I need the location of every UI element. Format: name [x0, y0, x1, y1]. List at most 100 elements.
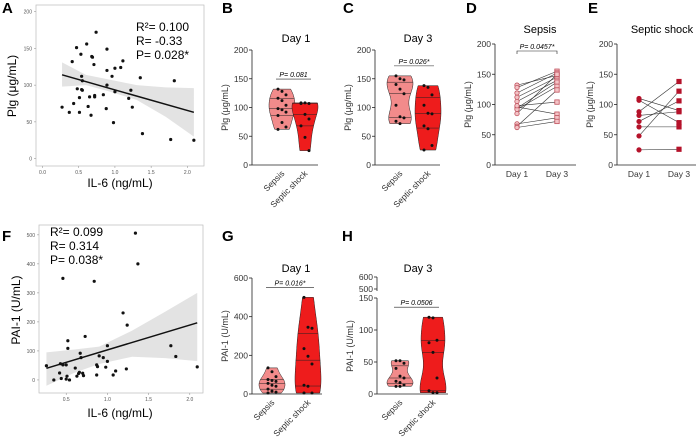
data-point	[299, 101, 303, 105]
y-tick-label: 400	[27, 262, 36, 268]
data-point	[129, 88, 133, 92]
y-tick-label: 50	[482, 130, 492, 140]
data-point	[64, 363, 68, 367]
pair-line	[516, 89, 558, 127]
data-point	[266, 366, 270, 370]
data-point	[435, 376, 439, 380]
data-point	[402, 78, 406, 82]
panel-title: Day 3	[404, 263, 433, 275]
y-tick-label: 0	[29, 157, 32, 163]
data-point	[74, 46, 79, 50]
y-tick-label: 100	[357, 103, 371, 113]
data-point	[114, 369, 118, 373]
data-point	[307, 117, 311, 121]
data-point	[274, 384, 278, 388]
data-point	[303, 135, 307, 139]
data-point	[78, 351, 82, 355]
data-point	[89, 113, 93, 117]
data-point	[67, 378, 72, 382]
data-point	[105, 359, 110, 363]
y-axis-label: PAI-1 (U/mL)	[9, 275, 23, 344]
pair-line	[516, 75, 558, 86]
significance-bar	[516, 50, 558, 54]
y-tick-label: 50	[239, 131, 249, 141]
day1-point	[636, 97, 642, 103]
x-tick-label: 2.0	[184, 170, 191, 176]
data-point	[94, 30, 98, 34]
data-point	[402, 383, 406, 387]
data-point	[398, 359, 402, 363]
data-point	[274, 379, 278, 383]
pair-line	[638, 81, 680, 112]
data-point	[394, 103, 398, 107]
data-point	[65, 374, 69, 378]
plot-border	[38, 224, 204, 394]
data-point	[302, 391, 306, 395]
p-value-label: P= 0.026*	[399, 59, 430, 66]
p-value-label: P= 0.081	[279, 72, 307, 79]
day3-point	[676, 88, 682, 94]
violin-septic-shock	[414, 85, 442, 151]
panel-label: F	[2, 228, 11, 245]
data-point	[87, 95, 92, 99]
day1-point	[514, 84, 520, 91]
panel-label: G	[222, 228, 234, 245]
data-point	[66, 346, 70, 350]
data-point	[394, 74, 398, 78]
data-point	[58, 371, 62, 375]
y-axis-label: Plg (μg/mL)	[343, 84, 353, 131]
pair-line	[516, 86, 558, 110]
y-tick-label: 100	[24, 83, 33, 89]
data-point	[121, 59, 125, 63]
pair-line	[638, 98, 680, 111]
data-point	[192, 138, 196, 142]
data-point	[111, 373, 115, 377]
day1-point	[514, 94, 520, 100]
data-point	[52, 378, 56, 382]
day1-point	[514, 110, 520, 117]
y-tick-label: 50	[26, 120, 32, 126]
y-tick-label: 200	[234, 350, 248, 360]
data-point	[299, 124, 303, 128]
x-axis-label: IL-6 (ng/mL)	[87, 406, 152, 420]
data-point	[75, 87, 79, 91]
data-point	[276, 96, 280, 100]
violin-sepsis	[386, 75, 414, 124]
y-axis-label: Plg (μg/mL)	[585, 81, 595, 128]
data-point	[77, 110, 82, 114]
data-point	[136, 262, 140, 266]
data-point	[422, 84, 426, 88]
data-point	[105, 47, 109, 51]
data-point	[280, 99, 284, 103]
data-point	[398, 384, 402, 388]
y-tick-label: 50	[604, 130, 614, 140]
data-point	[77, 370, 81, 374]
data-point	[110, 74, 114, 78]
data-point	[124, 367, 128, 371]
data-point	[306, 354, 310, 358]
stat-annotation: R²= 0.100	[136, 20, 189, 34]
data-point	[86, 104, 90, 109]
y-axis-label: Plg (μg/mL)	[463, 81, 473, 128]
data-point	[83, 334, 87, 339]
data-point	[75, 374, 79, 378]
confidence-band	[46, 292, 198, 386]
data-point	[101, 356, 105, 360]
data-point	[67, 110, 71, 114]
data-point	[60, 105, 64, 109]
data-point	[95, 373, 99, 377]
data-point	[61, 276, 65, 280]
data-point	[402, 116, 406, 120]
data-point	[430, 93, 434, 97]
category-label: Septic shock	[271, 397, 313, 439]
stat-annotation: R= -0.33	[136, 34, 183, 48]
category-label: Sepsis	[379, 168, 404, 193]
data-point	[80, 74, 84, 78]
data-point	[92, 62, 96, 67]
data-point	[307, 149, 311, 153]
data-point	[302, 295, 306, 299]
data-point	[80, 88, 84, 92]
data-point	[303, 101, 307, 105]
